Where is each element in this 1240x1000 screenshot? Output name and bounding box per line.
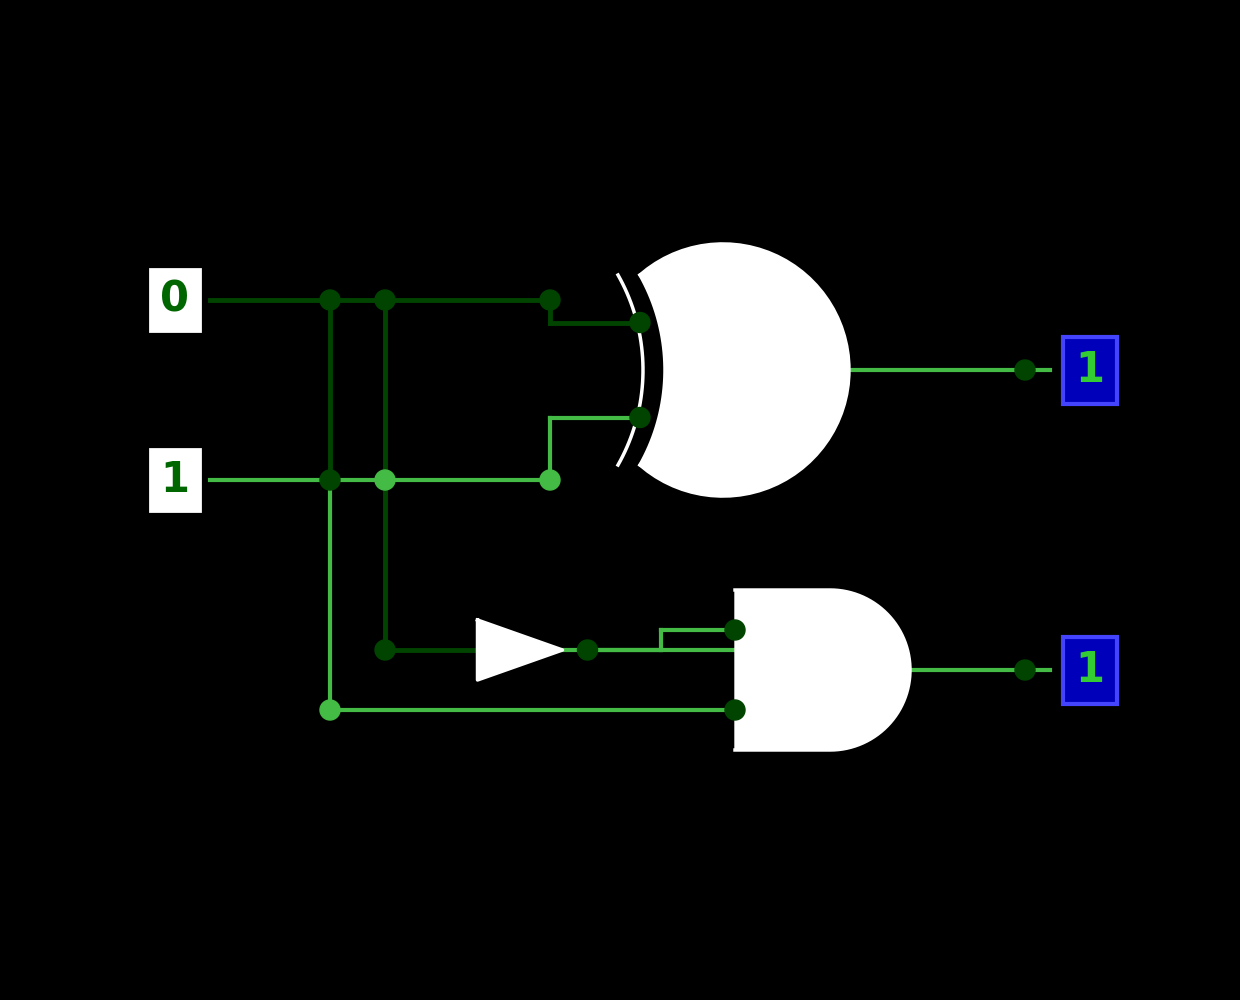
Circle shape <box>630 408 650 428</box>
Circle shape <box>539 470 560 490</box>
Circle shape <box>539 290 560 310</box>
Text: 1: 1 <box>160 459 190 501</box>
Circle shape <box>1016 660 1035 680</box>
Circle shape <box>725 620 745 640</box>
Circle shape <box>320 700 340 720</box>
Circle shape <box>320 470 340 490</box>
Circle shape <box>630 312 650 332</box>
Text: 1: 1 <box>1075 349 1105 391</box>
Text: 1: 1 <box>1075 649 1105 691</box>
Polygon shape <box>735 590 910 750</box>
Circle shape <box>374 470 396 490</box>
Text: 0: 0 <box>160 279 190 321</box>
Circle shape <box>320 290 340 310</box>
Circle shape <box>578 640 598 660</box>
Circle shape <box>374 640 396 660</box>
Circle shape <box>725 700 745 720</box>
Circle shape <box>374 290 396 310</box>
Polygon shape <box>477 620 563 680</box>
Circle shape <box>1016 360 1035 380</box>
Polygon shape <box>640 244 849 496</box>
